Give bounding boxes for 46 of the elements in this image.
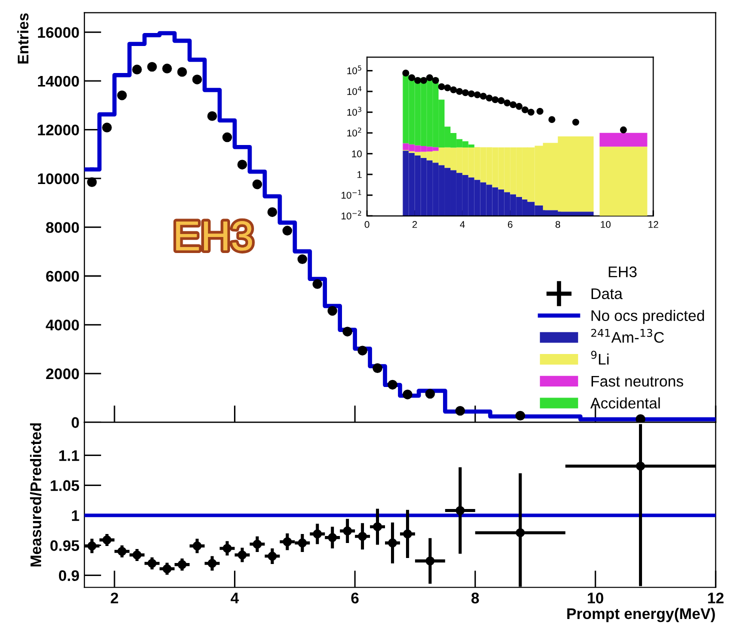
- y-tick-label: 1.1: [59, 450, 80, 461]
- legend-label: Data: [592, 288, 623, 300]
- x-tick-label: 0: [364, 221, 370, 228]
- y-tick-label: 4000: [46, 320, 79, 330]
- x-tick-label: 8: [471, 592, 479, 604]
- legend-label: Accidental: [590, 397, 660, 409]
- y-tick-label: 10$^{−1}$: [342, 190, 362, 199]
- legend-label: No ocs predicted: [592, 310, 704, 324]
- y-tick-label: 14000: [38, 76, 79, 87]
- y-tick-label: 0.9: [58, 570, 79, 582]
- y-tick-label: 12000: [38, 124, 79, 136]
- x-tick-label: 6: [508, 221, 512, 228]
- y-tick-label: 0.95: [50, 540, 80, 552]
- y-tick-label: 6000: [46, 270, 79, 282]
- legend-label: Fast neutrons: [592, 376, 684, 387]
- x-tick-label: 4: [460, 221, 465, 228]
- x-tick-label: 12: [648, 221, 658, 228]
- x-tick-label: 8: [556, 221, 560, 228]
- x-tick-label: 2: [110, 592, 118, 604]
- x-tick-label: 10: [588, 592, 604, 604]
- y-axis-title: Measured/Predicted: [30, 423, 42, 566]
- y-tick-label: 10$^{3}$: [347, 106, 362, 116]
- x-tick-label: 6: [351, 592, 359, 604]
- y-tick-label: 10$^{4}$: [347, 86, 362, 95]
- y-tick-label: 10000: [38, 173, 79, 184]
- x-tick-label: 2: [412, 221, 417, 228]
- annotation: EH3: [176, 221, 252, 251]
- y-tick-label: 10$^{−2}$: [342, 210, 362, 220]
- y-tick-label: 10$^{2}$: [347, 128, 362, 136]
- y-tick-label: 2000: [46, 368, 79, 380]
- legend-title: EH3: [608, 266, 637, 278]
- legend-label: $^{241}$Am-$^{13}$C: [591, 328, 664, 343]
- y-tick-label: 8000: [46, 222, 79, 233]
- y-tick-label: 0: [72, 417, 79, 428]
- x-tick-label: 12: [708, 592, 724, 604]
- x-tick-label: 4: [230, 592, 239, 604]
- x-tick-label: 10: [600, 221, 611, 228]
- y-tick-label: 16000: [38, 27, 79, 38]
- y-tick-label: 10: [352, 150, 362, 158]
- y-tick-label: 1.05: [50, 480, 80, 491]
- y-tick-label: 1: [72, 510, 80, 521]
- y-axis-title: Entries: [17, 13, 28, 64]
- legend-label: $^{9}$Li: [591, 350, 609, 365]
- y-tick-label: 10$^{5}$: [347, 65, 362, 74]
- x-axis-title: Prompt energy(MeV): [567, 608, 715, 622]
- y-tick-label: 1: [357, 171, 362, 178]
